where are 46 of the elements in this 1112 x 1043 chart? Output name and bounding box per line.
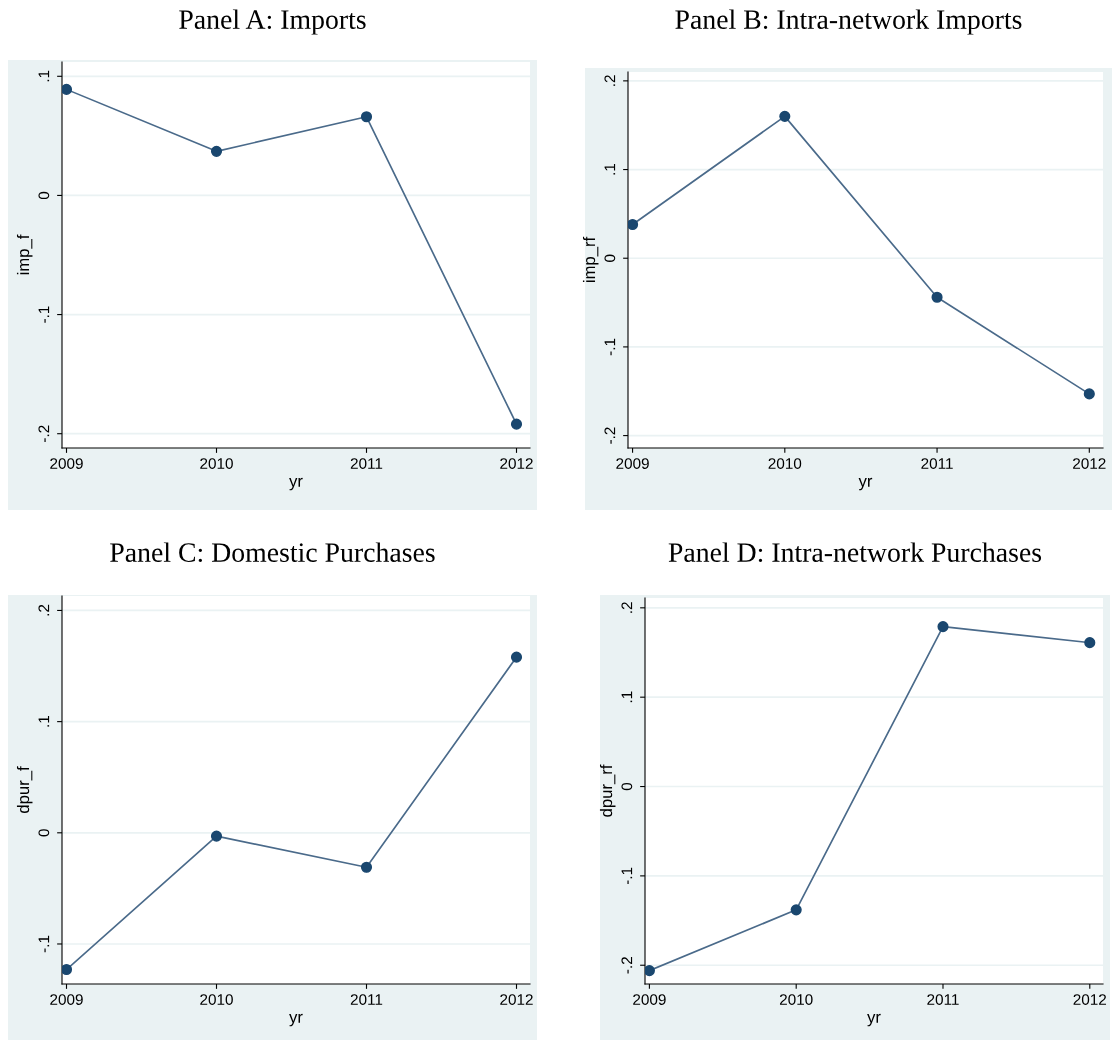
x-axis-title: yr bbox=[289, 477, 303, 491]
x-tick-label: 2010 bbox=[768, 458, 802, 469]
x-tick-label: 2010 bbox=[200, 458, 233, 469]
x-tick-label: 2009 bbox=[50, 458, 83, 469]
chart-title: Panel C: Domestic Purchases bbox=[110, 542, 435, 563]
y-tick-label: -.1 bbox=[38, 306, 50, 323]
y-tick-label: -.2 bbox=[604, 427, 616, 444]
y-tick-label: -.2 bbox=[38, 425, 50, 442]
x-tick-label: 2011 bbox=[921, 458, 953, 469]
y-tick-label: .1 bbox=[38, 70, 50, 82]
y-tick-label: .1 bbox=[38, 716, 50, 727]
x-tick-label: 2009 bbox=[616, 458, 649, 469]
x-tick-label: 2010 bbox=[779, 994, 813, 1005]
x-axis-title: yr bbox=[289, 1013, 303, 1027]
y-axis-title: imp_rf bbox=[582, 236, 599, 283]
x-tick-label: 2012 bbox=[500, 458, 533, 469]
x-tick-label: 2012 bbox=[1073, 994, 1107, 1005]
x-axis-title: yr bbox=[858, 477, 873, 491]
y-tick-label: .2 bbox=[38, 604, 50, 616]
y-tick-label: 0 bbox=[38, 829, 50, 837]
x-tick-label: 2009 bbox=[50, 994, 83, 1005]
y-tick-label: -.1 bbox=[621, 867, 633, 885]
x-tick-label: 2012 bbox=[500, 994, 533, 1005]
y-tick-label: .1 bbox=[621, 691, 633, 703]
y-tick-label: -.1 bbox=[38, 935, 50, 953]
chart-title: Panel B: Intra-network Imports bbox=[675, 9, 1022, 35]
y-tick-label: .2 bbox=[604, 75, 616, 86]
y-tick-label: .2 bbox=[621, 602, 633, 613]
y-tick-label: 0 bbox=[621, 782, 633, 791]
y-tick-label: 0 bbox=[38, 191, 50, 200]
x-tick-label: 2011 bbox=[350, 458, 383, 469]
y-axis-title: dpur_rf bbox=[599, 764, 616, 817]
chart-title: Panel D: Intra-network Purchases bbox=[668, 542, 1042, 563]
x-tick-label: 2011 bbox=[927, 994, 959, 1005]
x-tick-label: 2011 bbox=[350, 994, 383, 1005]
x-axis-title: yr bbox=[867, 1013, 881, 1027]
chart-title: Panel A: Imports bbox=[179, 9, 366, 35]
y-axis-title: imp_f bbox=[16, 234, 33, 275]
y-tick-label: -.2 bbox=[621, 957, 633, 974]
y-tick-label: .1 bbox=[604, 163, 616, 175]
x-tick-label: 2009 bbox=[633, 994, 666, 1005]
y-axis-title: dpur_f bbox=[16, 766, 33, 813]
y-tick-label: -.1 bbox=[604, 338, 616, 356]
x-tick-label: 2010 bbox=[200, 994, 233, 1005]
x-tick-label: 2012 bbox=[1073, 458, 1106, 469]
y-tick-label: 0 bbox=[604, 254, 616, 262]
